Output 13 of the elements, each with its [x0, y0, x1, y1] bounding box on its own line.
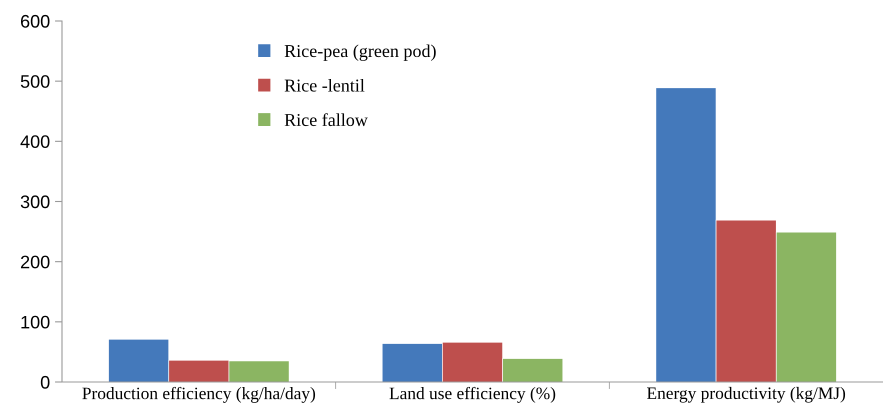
y-tick-label: 100	[21, 316, 50, 329]
legend-label: Rice fallow	[284, 113, 368, 126]
y-tick-label: 500	[20, 75, 50, 88]
y-tick-label: 0	[40, 376, 50, 389]
legend-label: Rice -lentil	[284, 78, 365, 92]
x-tick-label: Land use efficiency (%)	[390, 386, 556, 403]
y-tick-label: 600	[20, 14, 50, 28]
y-tick-label: 400	[20, 135, 50, 148]
y-tick-label: 200	[20, 256, 50, 268]
x-tick-label: Energy productivity (kg/MJ)	[647, 386, 846, 403]
y-tick-label: 300	[20, 195, 50, 208]
x-tick-label: Production efficiency (kg/ha/day)	[82, 386, 316, 403]
legend-label: Rice-pea (green pod)	[284, 44, 436, 61]
